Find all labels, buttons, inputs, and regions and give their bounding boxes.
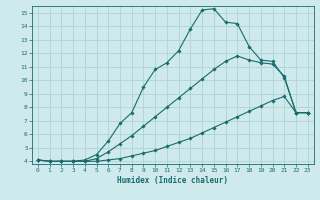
X-axis label: Humidex (Indice chaleur): Humidex (Indice chaleur)	[117, 176, 228, 185]
